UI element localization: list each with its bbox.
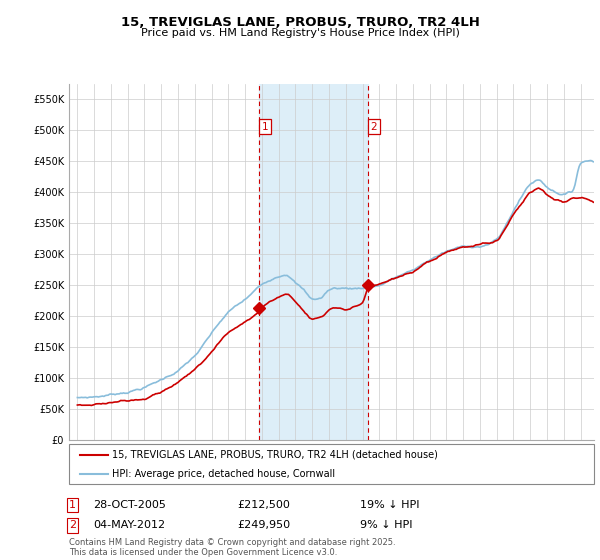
Text: 28-OCT-2005: 28-OCT-2005	[93, 500, 166, 510]
Text: £249,950: £249,950	[237, 520, 290, 530]
Text: Price paid vs. HM Land Registry's House Price Index (HPI): Price paid vs. HM Land Registry's House …	[140, 28, 460, 38]
Text: Contains HM Land Registry data © Crown copyright and database right 2025.
This d: Contains HM Land Registry data © Crown c…	[69, 538, 395, 557]
Text: 9% ↓ HPI: 9% ↓ HPI	[360, 520, 413, 530]
Text: 19% ↓ HPI: 19% ↓ HPI	[360, 500, 419, 510]
Text: 04-MAY-2012: 04-MAY-2012	[93, 520, 165, 530]
Text: 2: 2	[69, 520, 76, 530]
Text: 1: 1	[69, 500, 76, 510]
Bar	[259, 84, 368, 440]
Text: HPI: Average price, detached house, Cornwall: HPI: Average price, detached house, Corn…	[112, 469, 335, 478]
Text: 2: 2	[371, 122, 377, 132]
Text: 15, TREVIGLAS LANE, PROBUS, TRURO, TR2 4LH: 15, TREVIGLAS LANE, PROBUS, TRURO, TR2 4…	[121, 16, 479, 29]
Text: £212,500: £212,500	[237, 500, 290, 510]
Text: 1: 1	[262, 122, 268, 132]
Text: 15, TREVIGLAS LANE, PROBUS, TRURO, TR2 4LH (detached house): 15, TREVIGLAS LANE, PROBUS, TRURO, TR2 4…	[112, 450, 438, 460]
